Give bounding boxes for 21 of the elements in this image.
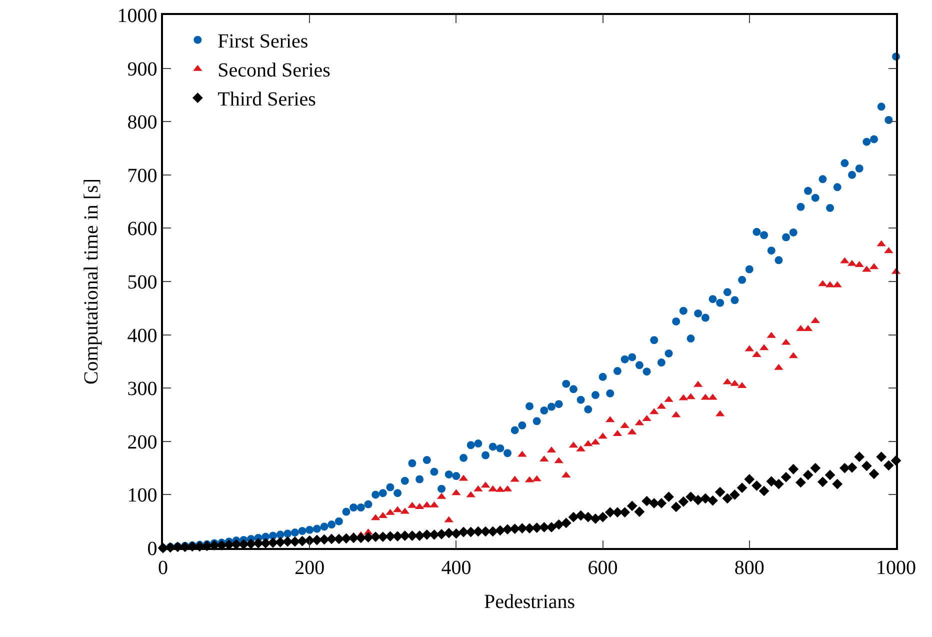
- legend-label: Third Series: [218, 88, 316, 111]
- y-tick-label: 1000: [117, 5, 158, 27]
- legend-label: First Series: [218, 30, 308, 53]
- x-tick-label: 400: [441, 556, 472, 579]
- y-tick-label: 100: [127, 484, 158, 507]
- y-tick-label: 600: [127, 218, 158, 240]
- x-tick-label: 1000: [876, 556, 916, 579]
- x-tick-label: 600: [588, 556, 618, 579]
- y-tick-label: 800: [127, 112, 158, 134]
- y-tick-label: 0: [147, 538, 158, 560]
- x-tick-label: 800: [734, 556, 764, 579]
- x-axis-title: Pedestrians: [484, 590, 576, 613]
- y-tick-label: 900: [127, 58, 158, 80]
- legend-label: Second Series: [218, 60, 331, 82]
- y-tick-label: 700: [127, 164, 158, 187]
- y-tick-label: 200: [127, 431, 158, 454]
- x-tick-label: 200: [294, 556, 325, 579]
- y-axis-title: Computational time in [s]: [80, 178, 102, 385]
- y-tick-label: 400: [127, 324, 158, 347]
- y-tick-label: 300: [127, 378, 158, 400]
- y-tick-label: 500: [127, 272, 158, 294]
